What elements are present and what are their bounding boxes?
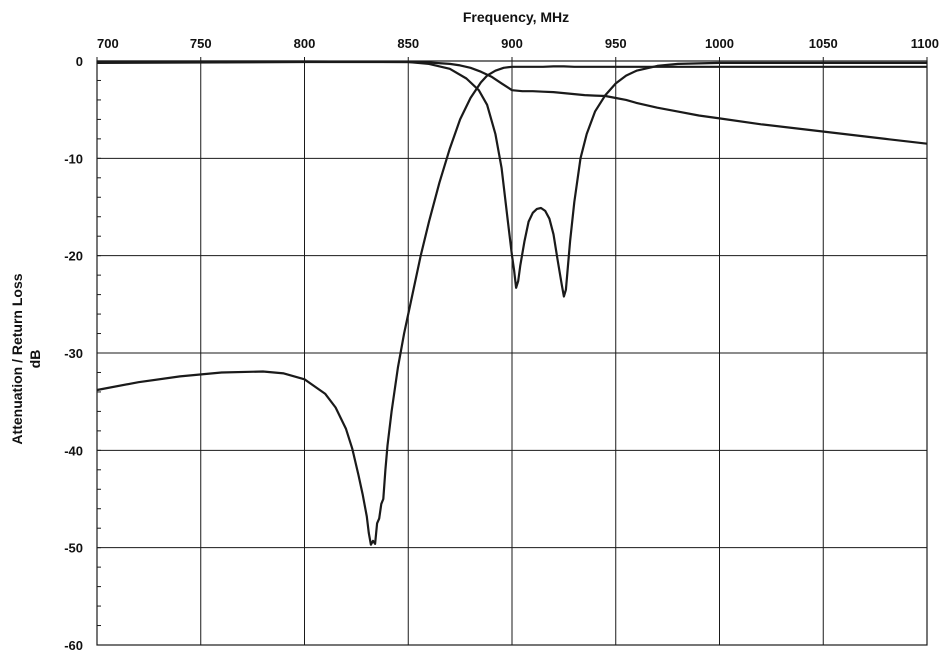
- x-tick-label: 850: [397, 36, 419, 51]
- series-group: [96, 60, 928, 546]
- x-tick-label: 800: [294, 36, 316, 51]
- x-tick-label: 700: [97, 36, 119, 51]
- y-tick-label: -20: [64, 249, 83, 264]
- y-tick-label: -40: [64, 443, 83, 458]
- x-tick-label: 950: [605, 36, 627, 51]
- series-line-3: [97, 60, 928, 145]
- x-tick-label: 750: [190, 36, 212, 51]
- y-tick-label: -50: [64, 541, 83, 556]
- plot-frame: [96, 60, 928, 646]
- y-axis-title-line2: dB: [27, 350, 43, 369]
- y-tick-labels: 0 -10 -20 -30 -40 -50 -60: [64, 54, 83, 653]
- chart-grid: [96, 60, 928, 646]
- x-tick-label: 1100: [911, 36, 939, 51]
- x-tick-label: 1000: [705, 36, 734, 51]
- x-tick-label: 900: [501, 36, 523, 51]
- y-tick-label: -10: [64, 151, 83, 166]
- series-line-1: [96, 65, 927, 546]
- x-axis-title: Frequency, MHz: [463, 9, 569, 25]
- y-axis-title-line1: Attenuation / Return Loss: [9, 273, 25, 444]
- y-tick-label: -60: [64, 638, 83, 653]
- x-tick-label: 1050: [809, 36, 838, 51]
- y-tick-label: -30: [64, 346, 83, 361]
- series-line-2: [96, 60, 927, 298]
- y-tick-label: 0: [76, 54, 83, 69]
- x-tick-labels: 700 750 800 850 900 950 1000 1050 1100: [97, 36, 939, 51]
